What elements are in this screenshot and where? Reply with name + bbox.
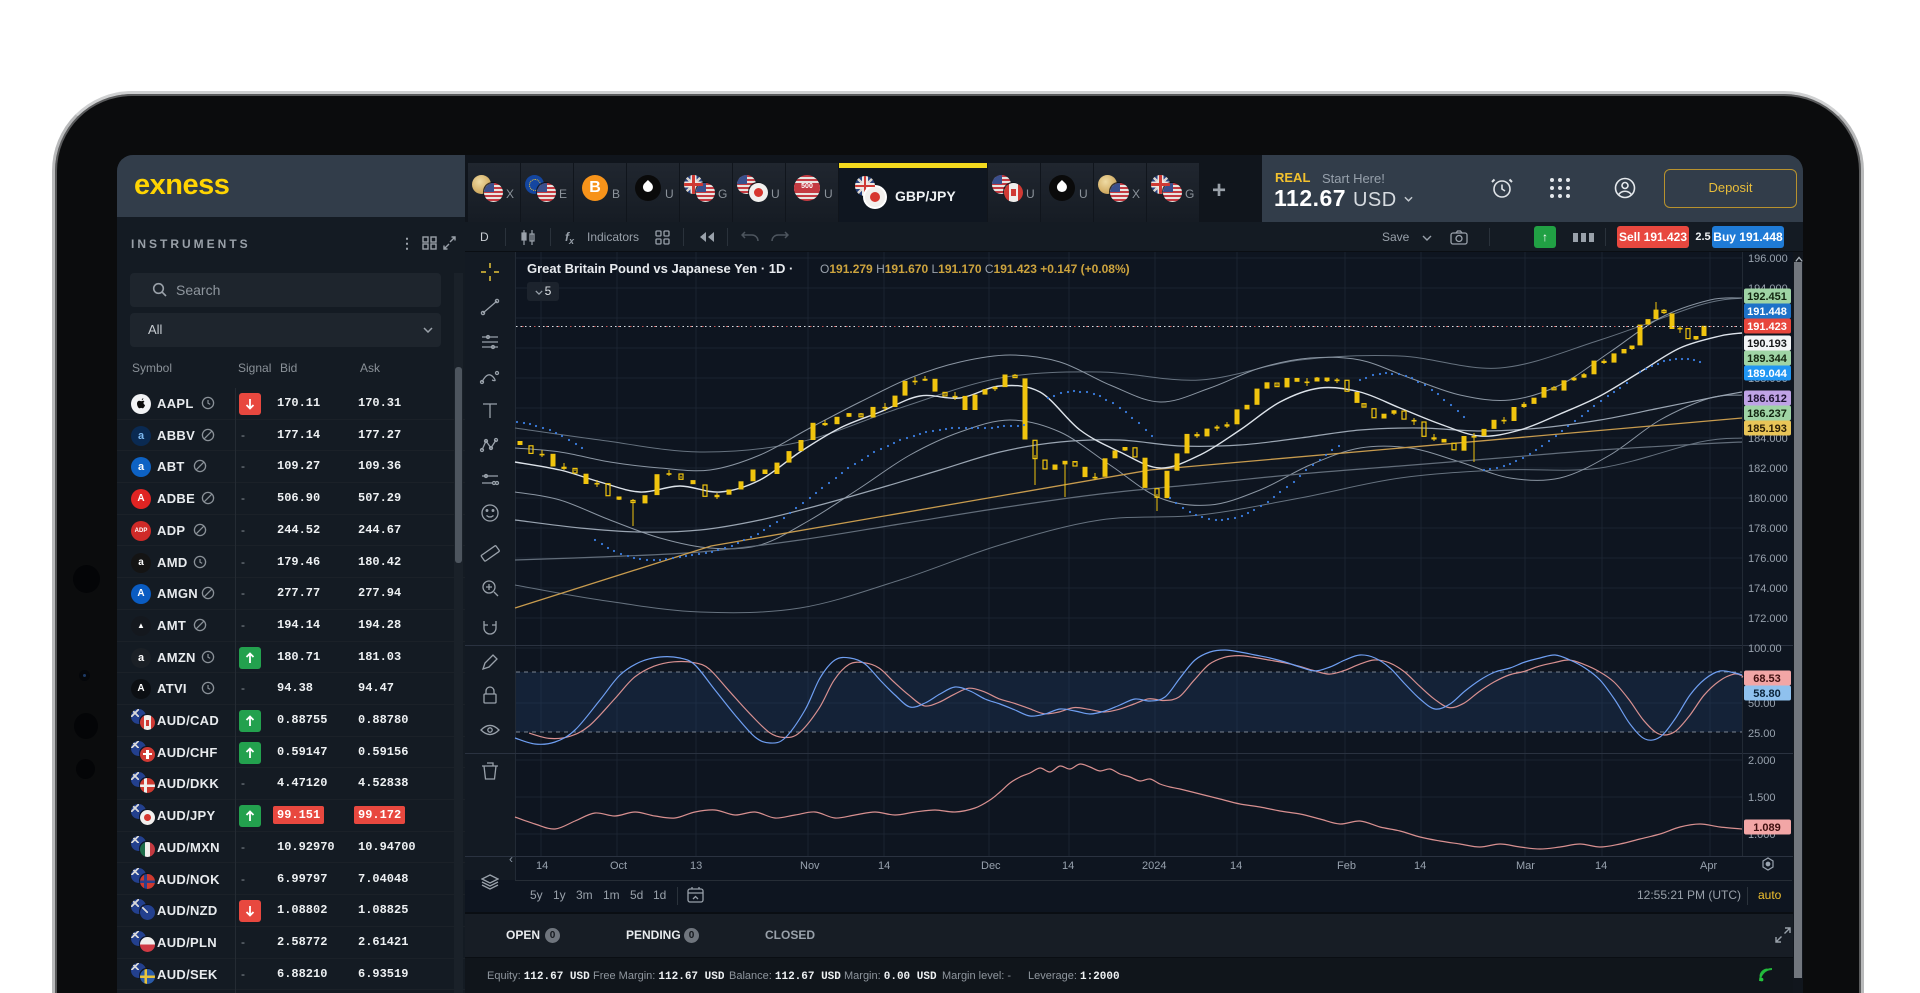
svg-text:1.089: 1.089 — [1753, 822, 1781, 834]
svg-text:14: 14 — [878, 860, 890, 872]
svg-text:68.53: 68.53 — [1753, 673, 1781, 685]
svg-text:Nov: Nov — [800, 860, 820, 872]
svg-text:180.000: 180.000 — [1748, 493, 1788, 505]
svg-text:174.000: 174.000 — [1748, 583, 1788, 595]
svg-text:50.00: 50.00 — [1748, 698, 1776, 710]
svg-text:14: 14 — [1595, 860, 1607, 872]
svg-text:189.044: 189.044 — [1747, 368, 1788, 380]
svg-text:2024: 2024 — [1142, 860, 1166, 872]
svg-text:100.00: 100.00 — [1748, 643, 1782, 655]
svg-text:14: 14 — [1414, 860, 1426, 872]
svg-text:190.193: 190.193 — [1747, 338, 1787, 350]
svg-text:58.80: 58.80 — [1753, 688, 1781, 700]
svg-text:191.448: 191.448 — [1747, 306, 1787, 318]
svg-text:Feb: Feb — [1337, 860, 1356, 872]
svg-text:196.000: 196.000 — [1748, 253, 1788, 265]
svg-text:Mar: Mar — [1516, 860, 1535, 872]
svg-text:182.000: 182.000 — [1748, 463, 1788, 475]
svg-text:13: 13 — [690, 860, 702, 872]
svg-text:185.193: 185.193 — [1747, 423, 1787, 435]
svg-text:14: 14 — [536, 860, 548, 872]
svg-text:184.000: 184.000 — [1748, 433, 1788, 445]
svg-text:186.612: 186.612 — [1747, 393, 1787, 405]
svg-text:176.000: 176.000 — [1748, 553, 1788, 565]
svg-text:172.000: 172.000 — [1748, 613, 1788, 625]
svg-text:14: 14 — [1062, 860, 1074, 872]
svg-text:14: 14 — [1230, 860, 1242, 872]
svg-text:Oct: Oct — [610, 860, 627, 872]
svg-text:Apr: Apr — [1700, 860, 1717, 872]
svg-text:189.344: 189.344 — [1747, 353, 1788, 365]
svg-text:191.423: 191.423 — [1747, 321, 1787, 333]
svg-text:2.000: 2.000 — [1748, 755, 1776, 767]
svg-text:25.00: 25.00 — [1748, 728, 1776, 740]
svg-text:Dec: Dec — [981, 860, 1001, 872]
svg-text:186.237: 186.237 — [1747, 408, 1787, 420]
svg-text:1.500: 1.500 — [1748, 792, 1776, 804]
svg-text:192.451: 192.451 — [1747, 291, 1787, 303]
svg-text:178.000: 178.000 — [1748, 523, 1788, 535]
